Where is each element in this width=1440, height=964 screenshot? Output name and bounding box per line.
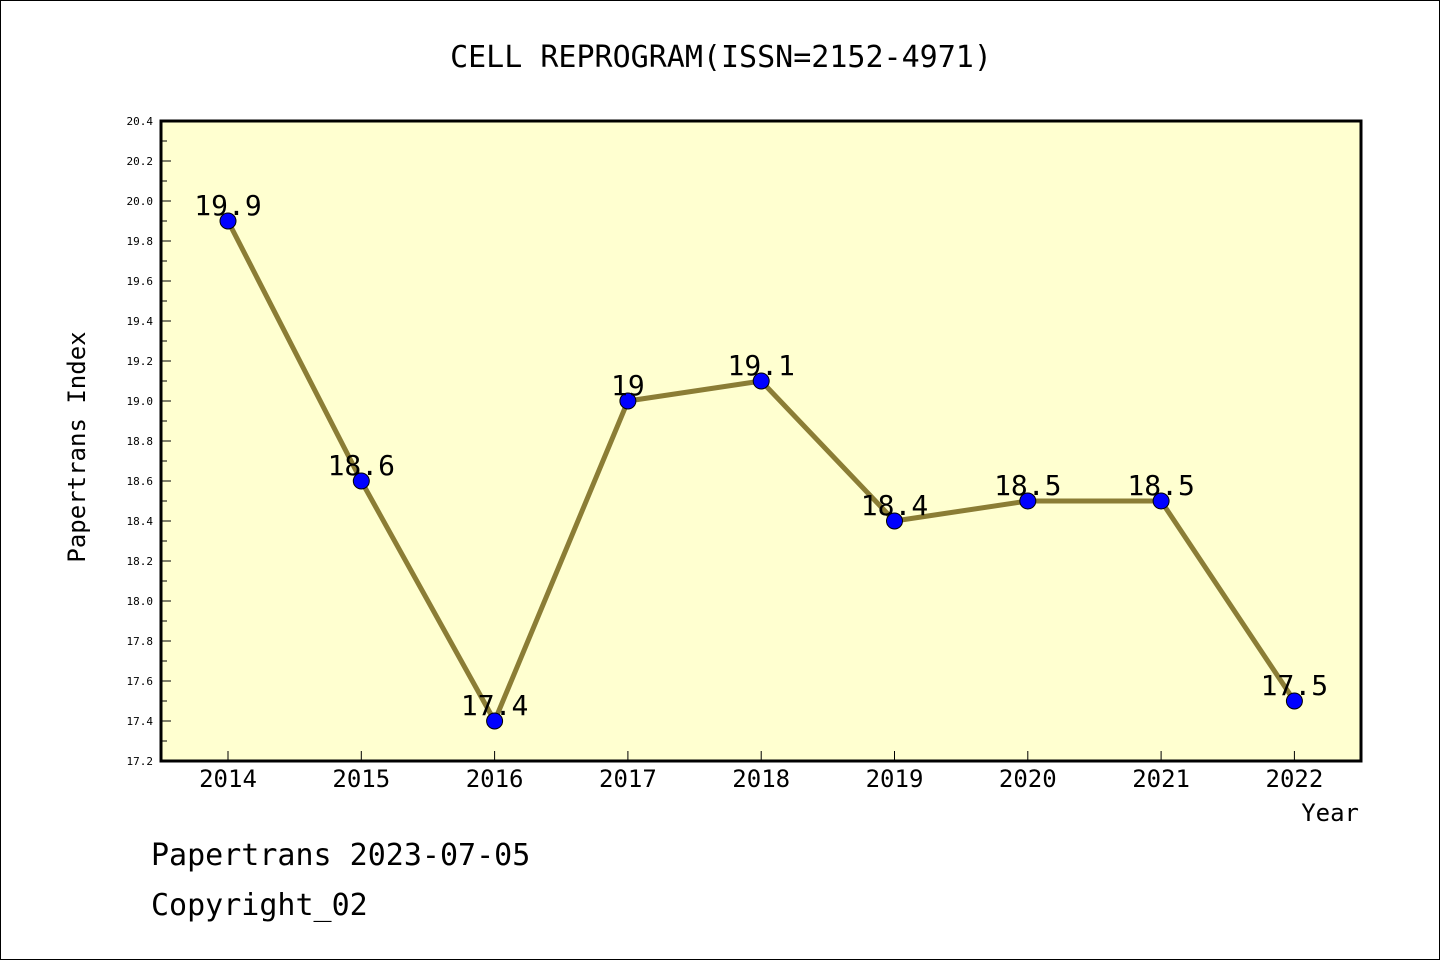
data-point <box>619 392 637 410</box>
data-point <box>886 512 903 530</box>
y-tick-label: 19.0 <box>127 395 154 408</box>
x-tick-label: 2018 <box>732 765 790 793</box>
y-tick-label: 17.6 <box>127 675 154 688</box>
x-tick-label: 2021 <box>1132 765 1190 793</box>
y-tick-label: 18.6 <box>127 475 154 488</box>
y-tick-label: 20.0 <box>127 195 154 208</box>
y-axis-ticks: 17.2 17.4 17.6 17.8 18.0 18.2 18.4 18.6 18.8 19.0… <box>127 115 171 768</box>
data-label: 18.4 <box>861 489 928 522</box>
data-point <box>352 472 370 490</box>
x-tick-label: 2014 <box>199 765 257 793</box>
series-layer: 19.9 18.6 17.4 19 19.1 18.4 18.5 18.5 17.5 <box>194 189 1328 730</box>
y-tick-label: 19.6 <box>127 275 154 288</box>
y-tick-label: 18.0 <box>127 595 154 608</box>
data-point <box>752 372 770 390</box>
y-tick-label: 20.2 <box>127 155 154 168</box>
data-label: 19.9 <box>194 189 261 222</box>
y-tick-label: 18.8 <box>127 435 154 448</box>
y-tick-label: 17.8 <box>127 635 154 648</box>
data-label: 19.1 <box>727 349 794 382</box>
y-tick-label: 19.2 <box>127 355 154 368</box>
data-point <box>486 712 504 730</box>
y-tick-label: 17.2 <box>127 755 154 768</box>
data-label: 17.5 <box>1261 669 1328 702</box>
footer-date: Papertrans 2023-07-05 <box>151 838 530 873</box>
data-point <box>1285 692 1303 710</box>
data-label: 18.6 <box>328 449 395 482</box>
x-tick-label: 2022 <box>1266 765 1324 793</box>
chart-title: CELL REPROGRAM(ISSN=2152-4971) <box>450 40 992 75</box>
y-tick-label: 17.4 <box>127 715 154 728</box>
x-axis-label: Year <box>1301 799 1359 827</box>
x-tick-label: 2015 <box>332 765 390 793</box>
x-tick-label: 2016 <box>466 765 524 793</box>
x-axis-ticks: 2014 2015 2016 2017 2018 2019 2020 2021 2022 <box>199 751 1323 793</box>
y-tick-label: 18.2 <box>127 555 154 568</box>
data-label: 19 <box>611 369 645 402</box>
footer-copyright: Copyright_02 <box>151 888 368 923</box>
data-label: 17.4 <box>461 689 528 722</box>
data-label: 18.5 <box>994 469 1061 502</box>
y-tick-label: 18.4 <box>127 515 154 528</box>
data-point <box>1152 492 1170 510</box>
data-point <box>1019 492 1037 510</box>
y-axis-label: Papertrans Index <box>63 331 91 562</box>
y-tick-label: 19.8 <box>127 235 154 248</box>
data-label: 18.5 <box>1127 469 1194 502</box>
x-tick-label: 2019 <box>866 765 924 793</box>
data-point <box>219 212 237 230</box>
x-tick-label: 2020 <box>999 765 1057 793</box>
x-tick-label: 2017 <box>599 765 657 793</box>
y-tick-label: 20.4 <box>127 115 154 128</box>
plot-area <box>159 119 1363 763</box>
y-tick-label: 19.4 <box>127 315 154 328</box>
